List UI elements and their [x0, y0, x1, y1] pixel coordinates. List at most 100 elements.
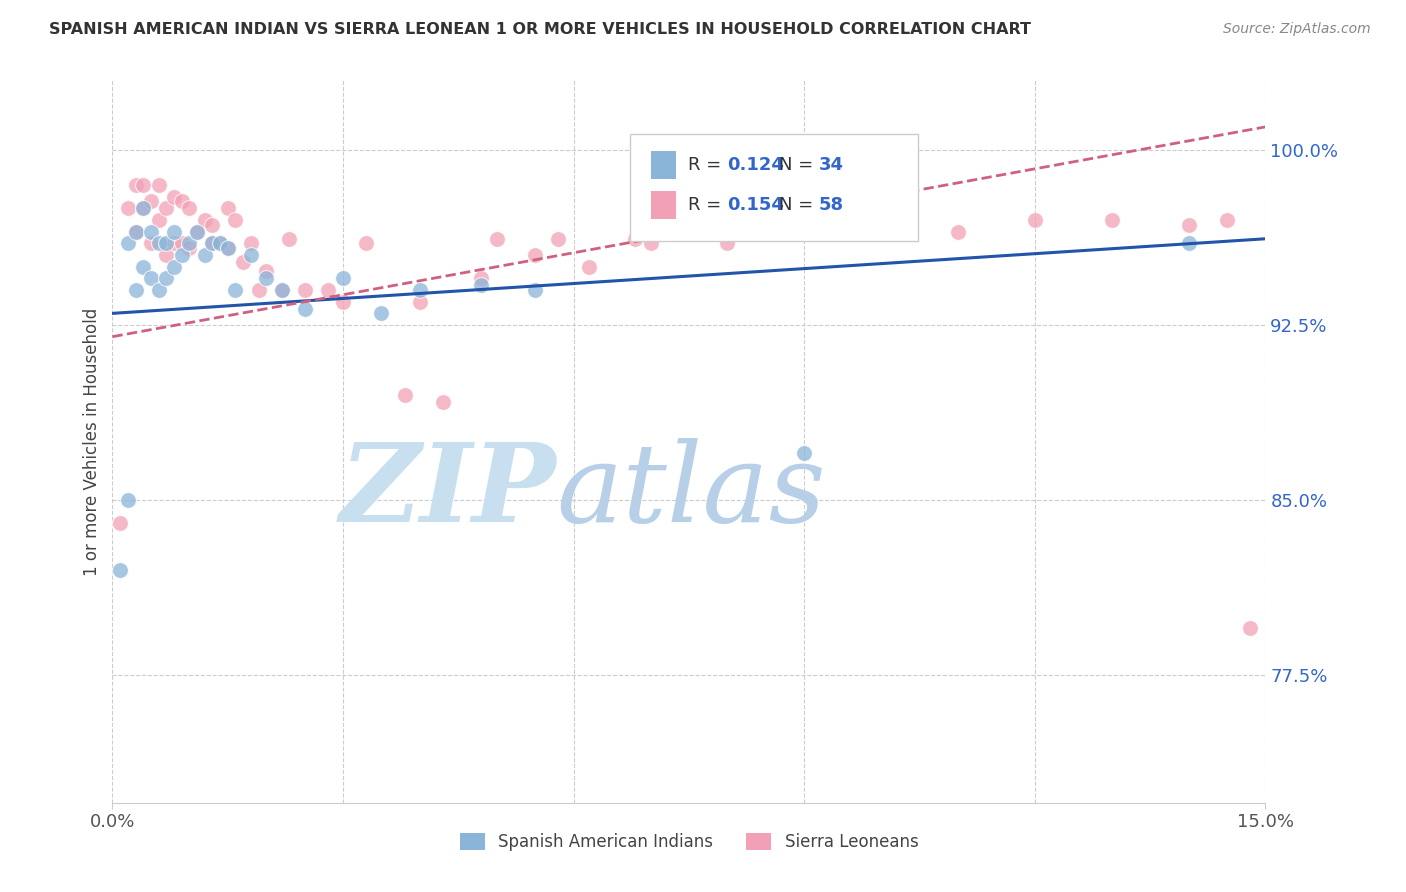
Text: 34: 34 — [818, 156, 844, 174]
Point — [139, 271, 162, 285]
Text: R =: R = — [688, 196, 727, 214]
Point — [278, 232, 301, 246]
Point — [186, 225, 208, 239]
Text: 58: 58 — [818, 196, 844, 214]
Point — [186, 225, 208, 239]
Point — [624, 232, 647, 246]
Point — [247, 283, 270, 297]
Text: ZIP: ZIP — [340, 438, 557, 546]
Point — [108, 563, 131, 577]
Text: atlas: atlas — [557, 438, 825, 546]
Point — [716, 236, 738, 251]
Point — [370, 306, 392, 320]
Point — [209, 236, 232, 251]
Point — [270, 283, 292, 297]
Point — [232, 255, 254, 269]
Point — [870, 225, 893, 239]
Point — [163, 225, 186, 239]
Point — [179, 241, 201, 255]
Point — [1239, 621, 1261, 635]
Point — [254, 264, 277, 278]
Point — [316, 283, 339, 297]
Point — [170, 236, 193, 251]
Point — [163, 260, 186, 274]
Point — [1177, 218, 1199, 232]
Point — [117, 236, 139, 251]
Point — [547, 232, 569, 246]
Point — [201, 236, 224, 251]
Point — [217, 241, 239, 255]
Point — [793, 446, 815, 460]
Legend: Spanish American Indians, Sierra Leoneans: Spanish American Indians, Sierra Leonean… — [451, 825, 927, 860]
Text: N =: N = — [779, 156, 820, 174]
Point — [332, 271, 354, 285]
Point — [239, 236, 262, 251]
Point — [179, 236, 201, 251]
Point — [155, 236, 177, 251]
Text: SPANISH AMERICAN INDIAN VS SIERRA LEONEAN 1 OR MORE VEHICLES IN HOUSEHOLD CORREL: SPANISH AMERICAN INDIAN VS SIERRA LEONEA… — [49, 22, 1031, 37]
Text: 0.124: 0.124 — [727, 156, 785, 174]
Point — [148, 178, 170, 193]
Point — [354, 236, 377, 251]
Text: Source: ZipAtlas.com: Source: ZipAtlas.com — [1223, 22, 1371, 37]
Point — [332, 294, 354, 309]
Point — [793, 225, 815, 239]
Point — [409, 283, 432, 297]
Point — [124, 225, 146, 239]
Point — [132, 260, 155, 274]
Point — [1177, 236, 1199, 251]
Point — [124, 178, 146, 193]
Point — [394, 388, 416, 402]
Point — [217, 202, 239, 216]
Point — [163, 236, 186, 251]
Point — [470, 278, 492, 293]
Text: R =: R = — [688, 156, 727, 174]
Point — [108, 516, 131, 530]
Text: N =: N = — [779, 196, 820, 214]
Point — [678, 225, 700, 239]
Point — [224, 283, 246, 297]
Point — [640, 236, 662, 251]
Point — [139, 225, 162, 239]
Point — [294, 283, 316, 297]
Point — [155, 271, 177, 285]
Point — [132, 178, 155, 193]
Point — [139, 236, 162, 251]
Point — [170, 194, 193, 209]
Point — [239, 248, 262, 262]
Point — [194, 213, 217, 227]
Point — [148, 213, 170, 227]
Point — [155, 248, 177, 262]
Point — [224, 213, 246, 227]
Point — [1101, 213, 1123, 227]
Point — [132, 202, 155, 216]
Point — [755, 225, 778, 239]
Point — [163, 190, 186, 204]
Text: 0.154: 0.154 — [727, 196, 785, 214]
Point — [117, 492, 139, 507]
Point — [148, 283, 170, 297]
Point — [117, 202, 139, 216]
Point — [194, 248, 217, 262]
Point — [294, 301, 316, 316]
Point — [148, 236, 170, 251]
Point — [270, 283, 292, 297]
Point — [217, 241, 239, 255]
Point — [524, 283, 547, 297]
Point — [470, 271, 492, 285]
Point — [170, 248, 193, 262]
Point — [254, 271, 277, 285]
Point — [209, 236, 232, 251]
Point — [132, 202, 155, 216]
Point — [124, 283, 146, 297]
Point — [139, 194, 162, 209]
Point — [201, 218, 224, 232]
Point — [578, 260, 600, 274]
Point — [155, 202, 177, 216]
Point — [1216, 213, 1239, 227]
Point — [201, 236, 224, 251]
Point — [831, 225, 853, 239]
Point — [1024, 213, 1046, 227]
Point — [946, 225, 969, 239]
Point — [179, 202, 201, 216]
